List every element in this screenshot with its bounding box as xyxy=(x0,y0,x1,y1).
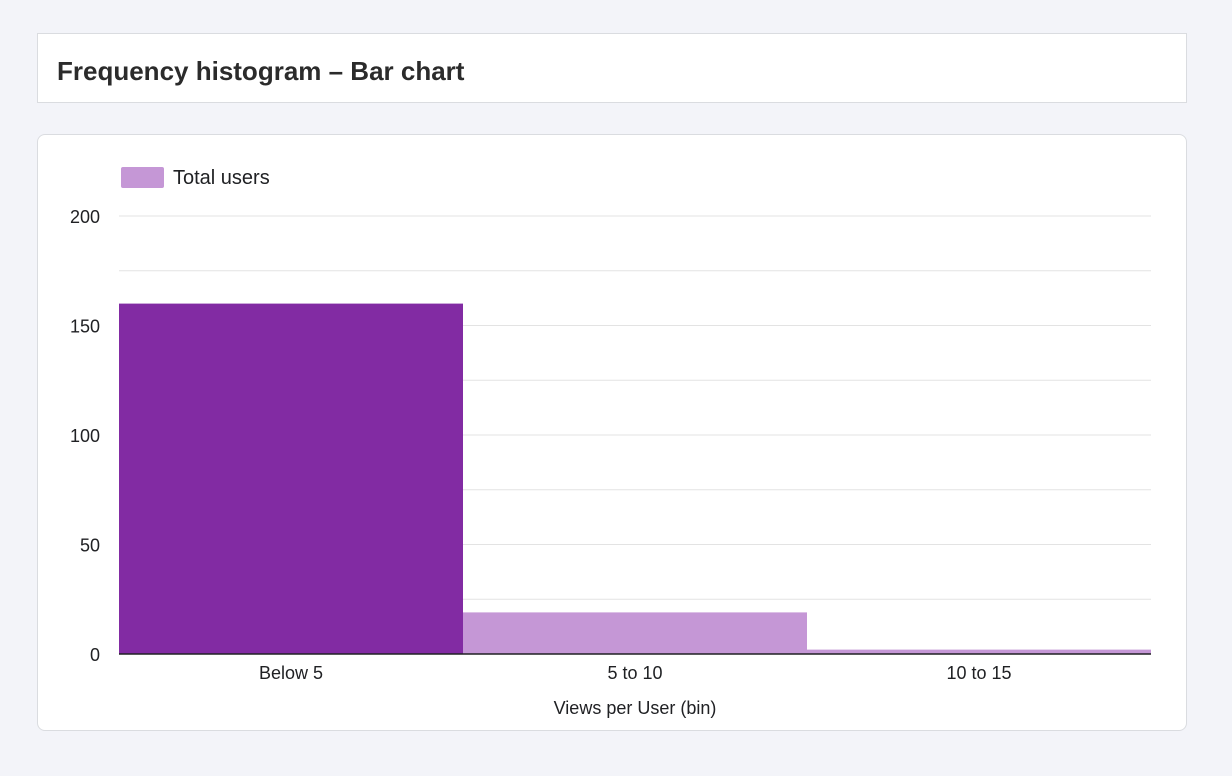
bar[interactable] xyxy=(463,612,807,654)
axis-layer: 0 50 100 150 200 Below 5 5 to 10 10 to 15 Views … xyxy=(70,207,1151,718)
x-tick-label: Below 5 xyxy=(259,663,323,683)
y-tick-label: 150 xyxy=(70,317,100,337)
y-tick-label: 200 xyxy=(70,207,100,227)
bar-chart: 0 50 100 150 200 Below 5 5 to 10 10 to 15 Views … xyxy=(70,167,1151,718)
legend-layer: Total users xyxy=(121,167,270,189)
title-card: Frequency histogram – Bar chart xyxy=(37,33,1187,103)
y-tick-label: 100 xyxy=(70,426,100,446)
chart-card: 0 50 100 150 200 Below 5 5 to 10 10 to 15 Views … xyxy=(37,134,1187,731)
bar[interactable] xyxy=(119,303,463,654)
x-tick-label: 5 to 10 xyxy=(607,663,662,683)
legend-swatch xyxy=(121,167,164,188)
bar-layer xyxy=(119,303,1151,654)
x-axis-label: Views per User (bin) xyxy=(554,698,717,718)
y-tick-label: 50 xyxy=(80,536,100,556)
bar[interactable] xyxy=(807,649,1151,654)
y-tick-label: 0 xyxy=(90,645,100,665)
x-tick-label: 10 to 15 xyxy=(946,663,1011,683)
page-title: Frequency histogram – Bar chart xyxy=(57,56,465,86)
legend-label: Total users xyxy=(173,167,270,189)
